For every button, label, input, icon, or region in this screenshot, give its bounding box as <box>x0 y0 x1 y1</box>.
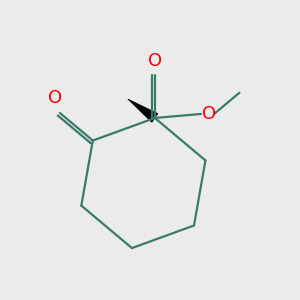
Text: O: O <box>202 105 216 123</box>
Text: O: O <box>48 89 62 107</box>
Polygon shape <box>128 99 158 122</box>
Text: O: O <box>148 52 163 70</box>
